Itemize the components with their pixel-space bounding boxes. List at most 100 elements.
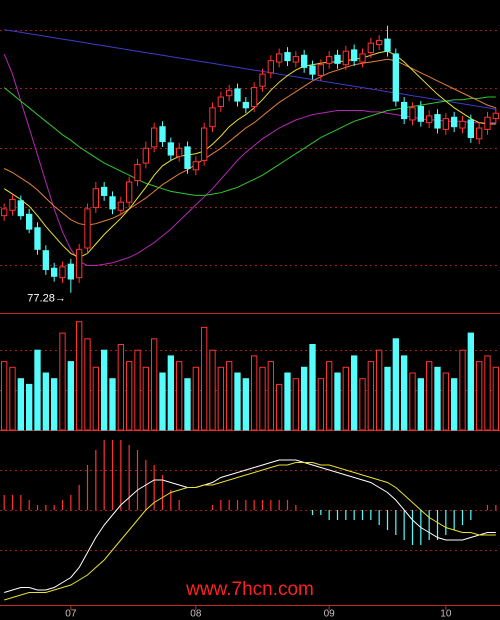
volume-bar bbox=[426, 361, 433, 431]
volume-bar bbox=[376, 349, 383, 431]
volume-bar bbox=[226, 361, 233, 431]
volume-bar bbox=[26, 383, 33, 431]
candle-body bbox=[384, 38, 391, 52]
candle-body bbox=[192, 161, 200, 171]
candle-body bbox=[334, 54, 341, 64]
x-tick-label: 10 bbox=[440, 609, 452, 620]
candle-body bbox=[492, 112, 499, 120]
volume-bar bbox=[351, 355, 358, 431]
volume-bar bbox=[76, 321, 83, 431]
volume-bar bbox=[101, 349, 108, 431]
candle-body bbox=[426, 115, 433, 124]
volume-bar bbox=[442, 372, 449, 431]
x-tick-label: 09 bbox=[324, 609, 336, 620]
candle-body bbox=[167, 142, 175, 156]
volume-bar bbox=[209, 349, 216, 431]
volume-bar bbox=[326, 361, 333, 431]
volume-bar bbox=[51, 378, 58, 431]
candle-body bbox=[409, 107, 416, 121]
candle-body bbox=[242, 101, 250, 109]
candle-body bbox=[317, 64, 324, 76]
volume-bar bbox=[276, 383, 283, 431]
candle-body bbox=[284, 52, 291, 62]
volume-bar bbox=[267, 361, 274, 431]
candle-body bbox=[309, 65, 316, 75]
candle-body bbox=[101, 186, 108, 196]
volume-bar bbox=[159, 372, 166, 431]
candle-body bbox=[467, 119, 474, 138]
candle-body bbox=[176, 147, 183, 157]
volume-bar bbox=[284, 372, 291, 431]
candle-body bbox=[34, 227, 41, 250]
candle-body bbox=[476, 127, 483, 140]
candle-body bbox=[67, 263, 74, 280]
candle-body bbox=[84, 208, 91, 249]
volume-bar bbox=[184, 378, 191, 431]
candle-body bbox=[359, 53, 366, 63]
candle-body bbox=[209, 107, 216, 128]
volume-bar bbox=[492, 366, 499, 431]
volume-bar bbox=[109, 378, 116, 431]
candle-body bbox=[201, 127, 208, 161]
volume-bar bbox=[242, 378, 250, 431]
volume-bar bbox=[384, 366, 391, 431]
volume-bar bbox=[301, 366, 308, 431]
volume-bar bbox=[167, 355, 175, 431]
x-tick-label: 07 bbox=[65, 609, 77, 620]
candle-body bbox=[109, 196, 116, 210]
candle-body bbox=[117, 201, 124, 211]
candle-body bbox=[292, 56, 299, 63]
volume-bar bbox=[434, 366, 441, 431]
macd-line bbox=[4, 462, 496, 601]
volume-bar bbox=[134, 349, 141, 431]
volume-bar bbox=[409, 372, 416, 431]
candle-body bbox=[134, 163, 141, 182]
volume-bar bbox=[309, 344, 316, 431]
volume-bar bbox=[367, 361, 374, 431]
volume-bar bbox=[84, 338, 91, 431]
candle-body bbox=[276, 53, 283, 63]
candle-body bbox=[301, 54, 308, 68]
candle-body bbox=[151, 127, 158, 148]
candle-body bbox=[367, 42, 374, 54]
candle-body bbox=[159, 126, 166, 143]
candle-body bbox=[417, 105, 424, 122]
candle-body bbox=[251, 87, 258, 107]
candle-body bbox=[26, 213, 33, 230]
volume-bar bbox=[251, 355, 258, 431]
candle-body bbox=[259, 73, 266, 87]
candle-body bbox=[376, 39, 383, 45]
candle-body bbox=[401, 101, 408, 120]
candle-body bbox=[342, 50, 349, 66]
candle-body bbox=[76, 248, 83, 279]
volume-bar bbox=[342, 366, 349, 431]
volume-bar bbox=[151, 338, 158, 431]
volume-bar bbox=[317, 378, 324, 431]
candle-body bbox=[434, 114, 441, 129]
volume-bar bbox=[234, 372, 241, 431]
candle-body bbox=[92, 188, 99, 209]
volume-bar bbox=[259, 366, 266, 431]
candle-body bbox=[217, 96, 225, 107]
volume-bar bbox=[67, 361, 74, 431]
volume-bar bbox=[42, 372, 50, 431]
volume-bar bbox=[176, 361, 183, 431]
watermark: www.7hcn.com bbox=[185, 579, 314, 600]
candle-body bbox=[451, 116, 458, 128]
candle-body bbox=[442, 118, 449, 130]
volume-bar bbox=[59, 332, 66, 431]
candle-body bbox=[126, 181, 133, 203]
candle-body bbox=[1, 208, 8, 217]
volume-bar bbox=[451, 378, 458, 431]
candle-body bbox=[267, 60, 274, 74]
volume-bar bbox=[417, 378, 424, 431]
macd-line bbox=[4, 459, 496, 593]
volume-bar bbox=[117, 344, 124, 431]
candle-body bbox=[9, 198, 16, 211]
moving-average-line bbox=[3, 87, 496, 196]
candle-body bbox=[326, 56, 333, 64]
volume-bar bbox=[217, 366, 225, 431]
moving-average-line bbox=[3, 50, 496, 258]
